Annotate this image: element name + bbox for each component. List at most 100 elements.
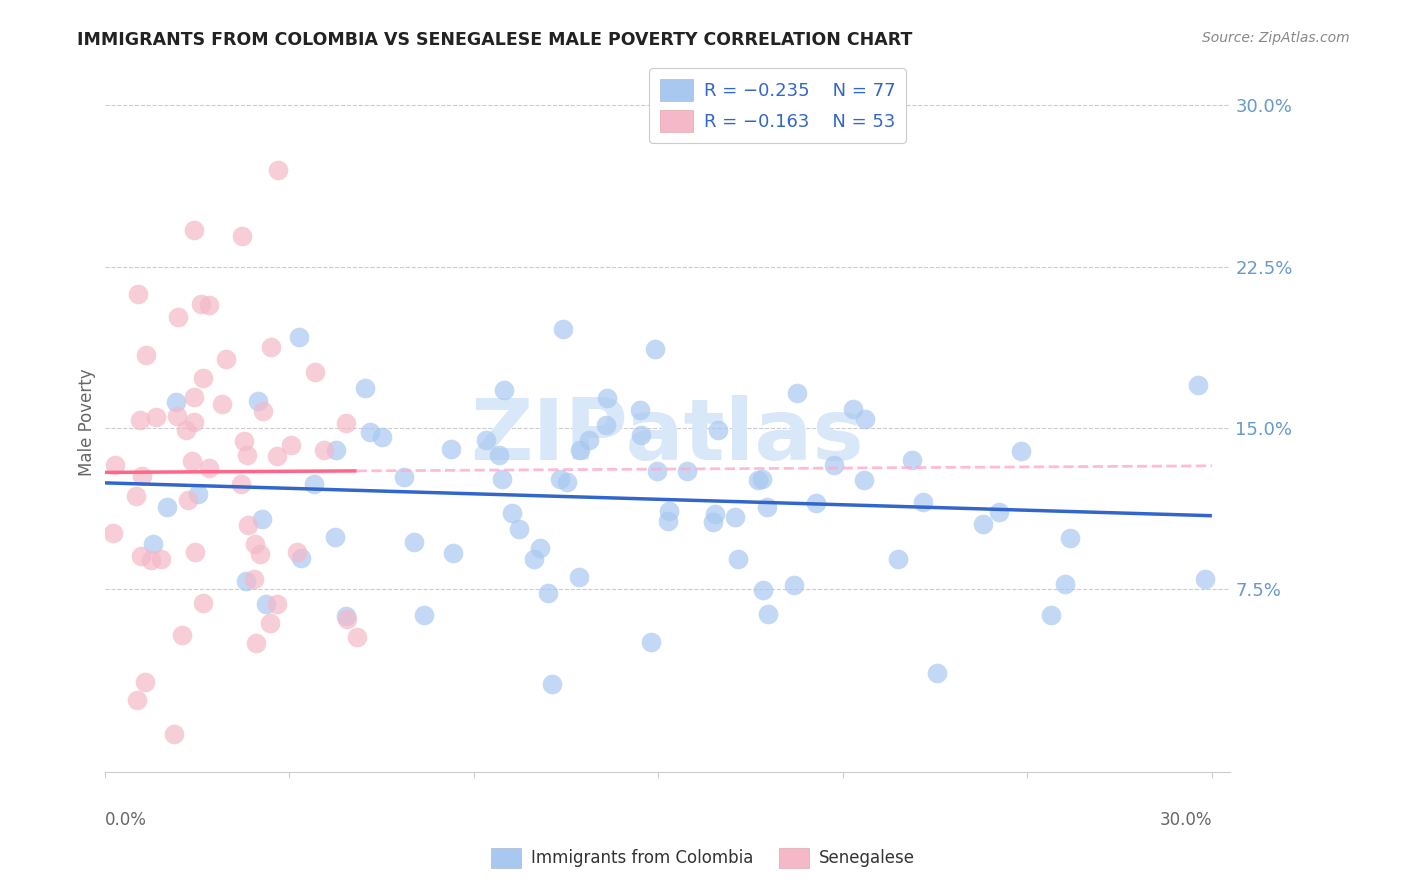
Point — [259, 341, 281, 355]
Point — [501, 506, 523, 520]
Point — [335, 417, 357, 431]
Point — [174, 423, 197, 437]
Point — [141, 553, 163, 567]
Point — [250, 512, 273, 526]
Point — [170, 628, 193, 642]
Point — [595, 417, 617, 432]
Point — [252, 404, 274, 418]
Point — [439, 442, 461, 456]
Point — [756, 500, 779, 514]
Point — [280, 438, 302, 452]
Text: 0.0%: 0.0% — [104, 811, 146, 829]
Point — [235, 574, 257, 588]
Point — [335, 609, 357, 624]
Point — [231, 476, 253, 491]
Point — [156, 500, 179, 514]
Point — [131, 469, 153, 483]
Point — [150, 552, 173, 566]
Point — [127, 693, 149, 707]
Point — [125, 489, 148, 503]
Legend: Immigrants from Colombia, Senegalese: Immigrants from Colombia, Senegalese — [485, 841, 921, 875]
Text: IMMIGRANTS FROM COLOMBIA VS SENEGALESE MALE POVERTY CORRELATION CHART: IMMIGRANTS FROM COLOMBIA VS SENEGALESE M… — [77, 31, 912, 49]
Point — [1059, 531, 1081, 545]
Point — [855, 412, 877, 426]
Point — [1039, 608, 1062, 623]
Point — [392, 470, 415, 484]
Point — [254, 597, 277, 611]
Point — [198, 297, 221, 311]
Point — [190, 297, 212, 311]
Point — [1194, 573, 1216, 587]
Point — [751, 472, 773, 486]
Point — [290, 550, 312, 565]
Point — [852, 473, 875, 487]
Point — [491, 472, 513, 486]
Point — [645, 464, 668, 478]
Point — [232, 434, 254, 448]
Point — [987, 505, 1010, 519]
Point — [285, 545, 308, 559]
Point — [804, 496, 827, 510]
Point — [475, 433, 498, 447]
Point — [165, 395, 187, 409]
Point — [166, 409, 188, 423]
Point — [842, 401, 865, 416]
Point — [134, 675, 156, 690]
Point — [567, 569, 589, 583]
Point — [782, 578, 804, 592]
Text: Source: ZipAtlas.com: Source: ZipAtlas.com — [1202, 31, 1350, 45]
Point — [191, 596, 214, 610]
Point — [412, 608, 434, 623]
Point — [529, 541, 551, 555]
Point — [325, 530, 347, 544]
Point — [135, 348, 157, 362]
Point — [508, 523, 530, 537]
Point — [336, 612, 359, 626]
Point — [129, 549, 152, 564]
Point — [658, 504, 681, 518]
Point — [266, 449, 288, 463]
Point — [183, 223, 205, 237]
Point — [702, 515, 724, 529]
Point — [703, 508, 725, 522]
Point — [243, 537, 266, 551]
Point — [537, 585, 560, 599]
Point — [198, 460, 221, 475]
Point — [441, 546, 464, 560]
Point — [346, 630, 368, 644]
Legend: R = −0.235    N = 77, R = −0.163    N = 53: R = −0.235 N = 77, R = −0.163 N = 53 — [650, 69, 905, 143]
Point — [181, 454, 204, 468]
Point — [127, 286, 149, 301]
Text: 30.0%: 30.0% — [1160, 811, 1212, 829]
Point — [747, 473, 769, 487]
Point — [900, 453, 922, 467]
Point — [211, 397, 233, 411]
Point — [630, 428, 652, 442]
Point — [354, 380, 377, 394]
Point — [1010, 443, 1032, 458]
Point — [596, 391, 619, 405]
Point — [162, 727, 184, 741]
Point — [128, 413, 150, 427]
Point — [1187, 377, 1209, 392]
Point — [359, 425, 381, 439]
Y-axis label: Male Poverty: Male Poverty — [79, 368, 96, 476]
Point — [304, 365, 326, 379]
Point — [267, 163, 290, 178]
Point — [540, 677, 562, 691]
Point — [266, 597, 288, 611]
Point — [756, 607, 779, 621]
Point — [676, 464, 699, 478]
Point — [578, 434, 600, 448]
Point — [259, 615, 281, 630]
Point — [555, 475, 578, 490]
Point — [325, 443, 347, 458]
Point — [569, 442, 592, 457]
Point — [247, 393, 270, 408]
Point — [183, 415, 205, 429]
Point — [145, 409, 167, 424]
Point — [972, 516, 994, 531]
Point — [104, 458, 127, 472]
Point — [887, 551, 910, 566]
Point — [786, 386, 808, 401]
